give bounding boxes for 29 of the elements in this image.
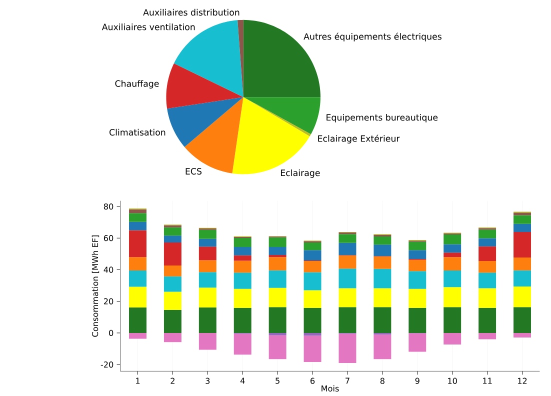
slice-label: Climatisation xyxy=(110,128,166,136)
y-tick-label: 0 xyxy=(109,330,114,336)
x-tick-label: 6 xyxy=(310,378,315,384)
x-tick-label: 11 xyxy=(483,378,492,384)
x-tick-label: 7 xyxy=(346,378,350,384)
y-tick-label: 80 xyxy=(104,203,114,210)
slice-label: Chauffage xyxy=(115,80,159,88)
slice-label: Auxiliaires ventilation xyxy=(102,24,195,30)
x-tick-label: 10 xyxy=(448,378,457,384)
y-tick-label: 20 xyxy=(104,298,114,304)
slice-label: ECS xyxy=(186,168,202,175)
x-tick-label: 2 xyxy=(170,378,174,384)
x-tick-label: 4 xyxy=(240,378,245,384)
slice-label: Eclairage xyxy=(281,169,320,178)
y-tick-label: 60 xyxy=(104,235,114,242)
x-tick-label: 9 xyxy=(415,378,420,384)
slice-label: Eclairage Extérieur xyxy=(318,134,400,144)
x-axis-title: Mois xyxy=(322,385,339,392)
slice-label: Equipements bureautique xyxy=(326,114,438,122)
slice-label: Auxiliaires distribution xyxy=(143,8,240,16)
x-tick-label: 3 xyxy=(206,378,210,384)
y-tick-label: 40 xyxy=(104,266,114,273)
x-tick-label: 5 xyxy=(276,378,280,384)
x-tick-label: 8 xyxy=(380,378,384,384)
x-tick-label: 1 xyxy=(136,378,140,384)
y-tick-label: -20 xyxy=(100,361,114,368)
x-tick-label: 12 xyxy=(518,378,527,384)
y-axis-title: Consommation [MWh EF] xyxy=(92,235,100,337)
slice-label: Autres équipements électriques xyxy=(304,32,442,42)
